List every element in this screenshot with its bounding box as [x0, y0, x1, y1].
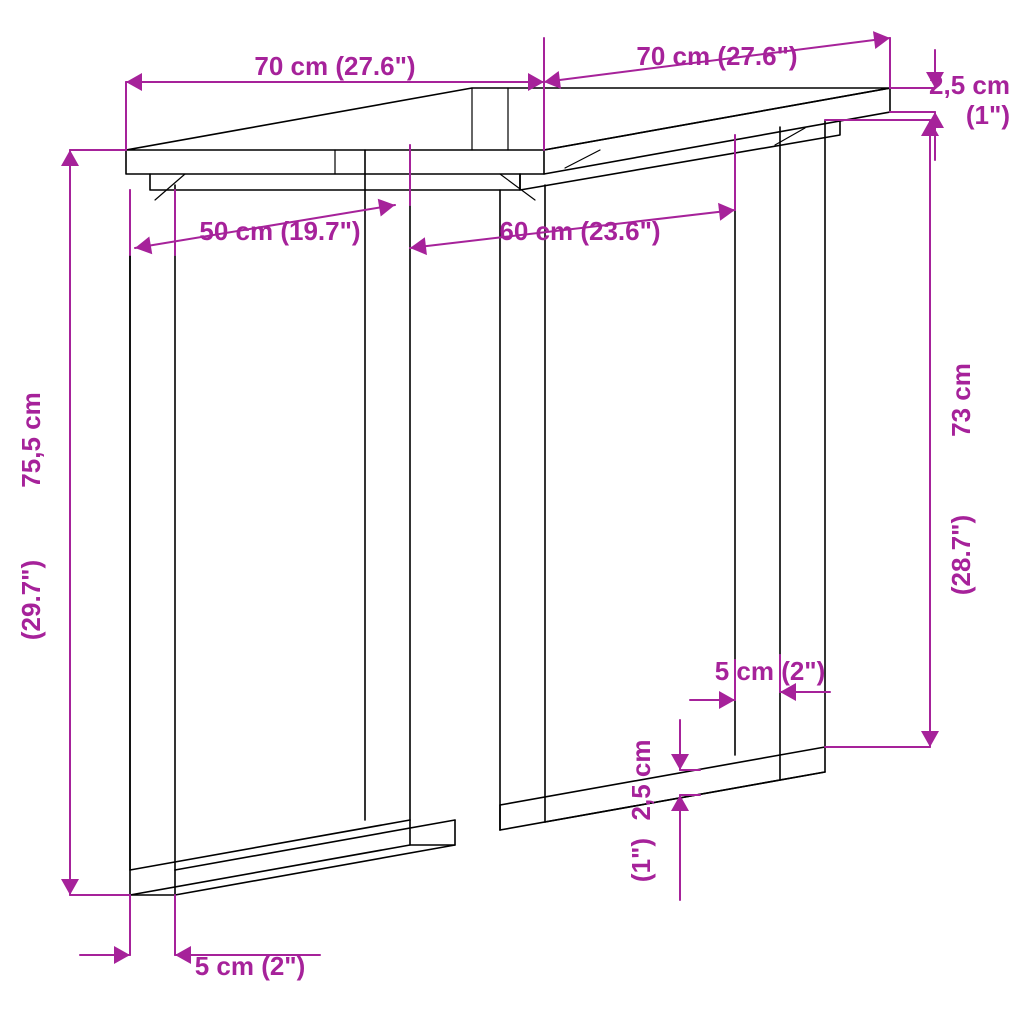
svg-text:(29.7"): (29.7") — [16, 560, 46, 640]
dim-top-depth: 70 cm (27.6") — [636, 41, 797, 71]
svg-text:(1"): (1") — [626, 838, 656, 882]
svg-text:(1"): (1") — [966, 100, 1010, 130]
dim-leg-height: 73 cm — [946, 363, 976, 437]
dim-frame-width: 60 cm (23.6") — [499, 216, 660, 246]
dim-foot-thickness: 2,5 cm — [626, 740, 656, 821]
dim-top-thickness: 2,5 cm — [929, 70, 1010, 100]
dim-top-width: 70 cm (27.6") — [254, 51, 415, 81]
dim-frame-depth: 50 cm (19.7") — [199, 216, 360, 246]
dim-total-height: 75,5 cm — [16, 392, 46, 487]
dim-leg-width-right: 5 cm (2") — [715, 656, 826, 686]
svg-text:(28.7"): (28.7") — [946, 515, 976, 595]
dim-leg-width-left: 5 cm (2") — [195, 951, 306, 981]
